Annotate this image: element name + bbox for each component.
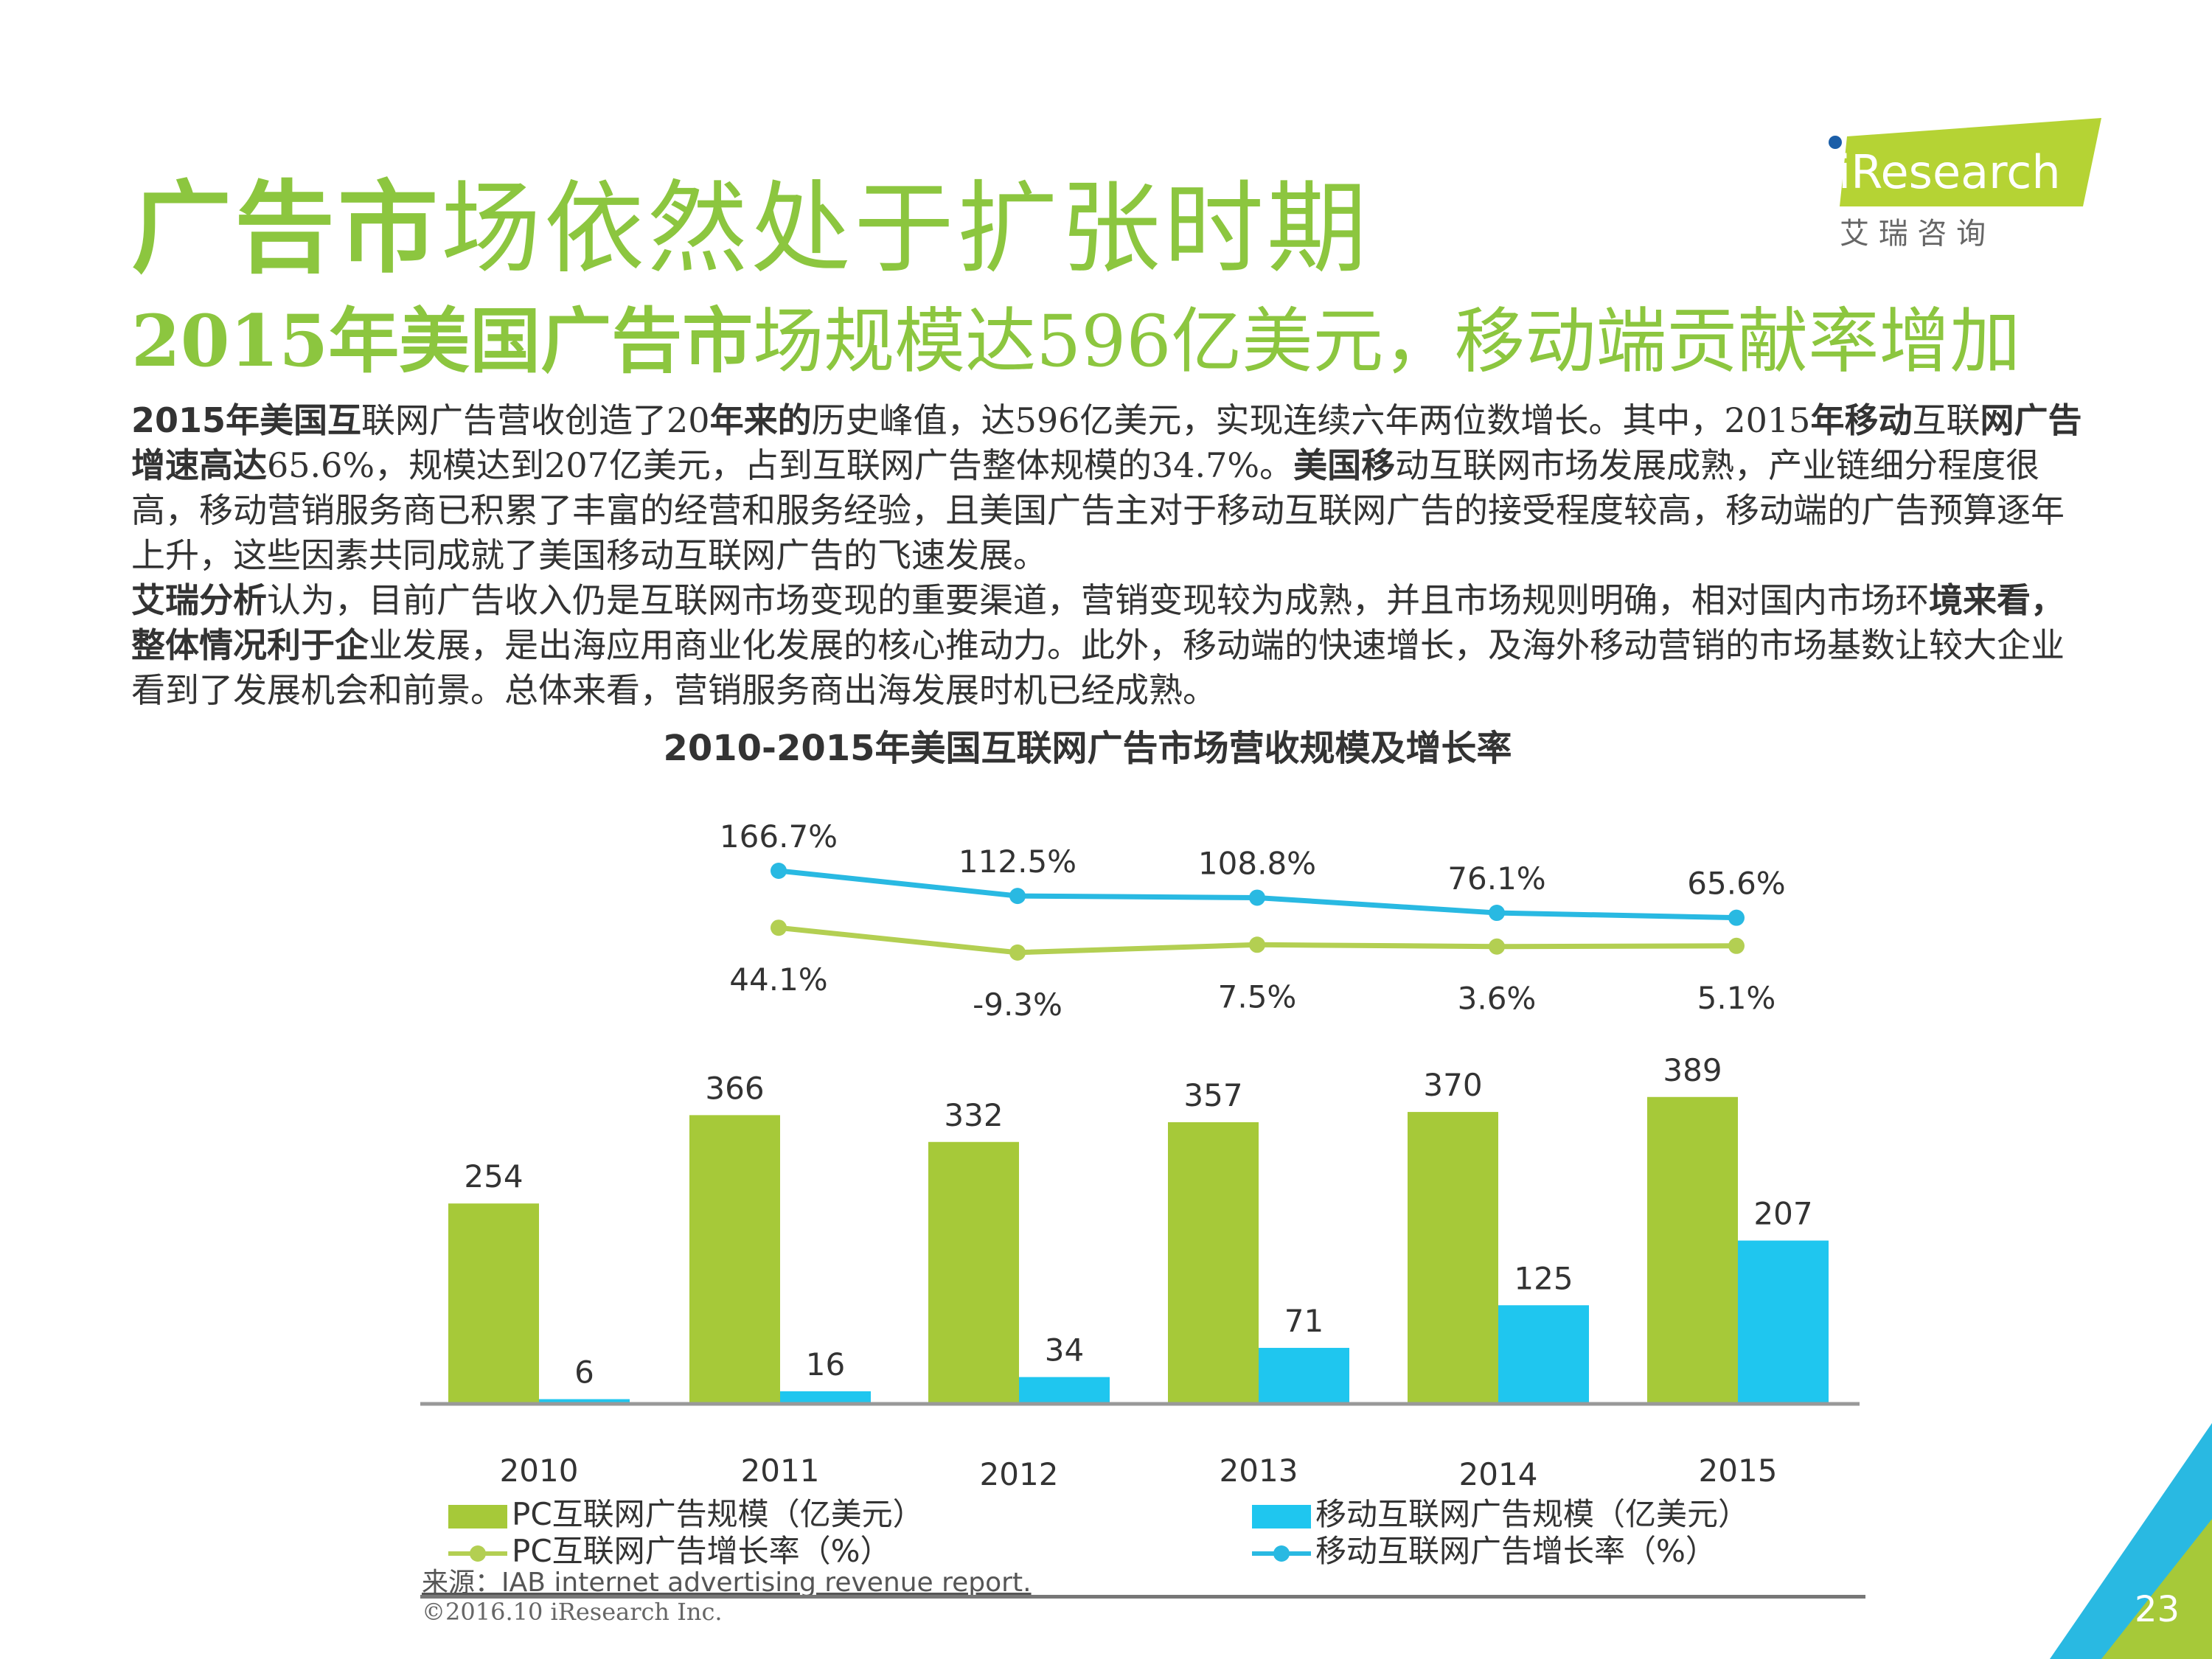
legend-label: 移动互联网广告增长率（%） <box>1315 1533 1717 1569</box>
growth-rate-label: 76.1% <box>1447 860 1545 897</box>
bar-value-label: 332 <box>944 1097 1003 1133</box>
page-title: 广告市场依然处于扩张时期 <box>131 147 1370 293</box>
x-tick-label: 2011 <box>741 1453 820 1489</box>
pc-growth-point <box>1249 936 1265 953</box>
body-bold-text: 2015年美国互 <box>131 400 362 440</box>
corner-decoration-green <box>2101 1519 2212 1659</box>
mobile-bar-2010 <box>539 1399 630 1404</box>
x-tick-label: 2015 <box>1699 1453 1778 1489</box>
bar-value-label: 207 <box>1753 1196 1812 1232</box>
mobile-growth-point <box>771 862 787 879</box>
svg-text:艾 瑞 咨 询: 艾 瑞 咨 询 <box>1840 217 1986 251</box>
footer-divider <box>420 1595 1865 1599</box>
bar-value-label: 366 <box>705 1070 764 1106</box>
body-bold-text: 美国移 <box>1293 445 1396 485</box>
body-text: 2015年美国互联网广告营收创造了20年来的历史峰值，达596亿美元，实现连续六… <box>131 398 2093 713</box>
growth-rate-label: 44.1% <box>729 961 827 998</box>
bar-value-label: 16 <box>806 1346 845 1382</box>
title-rest: 场依然处于扩张时期 <box>441 171 1370 288</box>
legend-line-marker-green <box>448 1545 507 1562</box>
x-tick-label: 2013 <box>1220 1453 1298 1489</box>
body-text-span: 联网广告营收创造了20 <box>361 400 710 440</box>
subtitle-bold: 2015年美国广告市 <box>131 299 754 383</box>
pc-bar-2015 <box>1647 1096 1738 1404</box>
body-text-span: 业发展，是出海应用商业化发展的核心推动力。此外，移动端的快速增长，及海外移动营销… <box>131 625 2065 710</box>
bar-value-label: 125 <box>1514 1260 1573 1296</box>
title-bold: 广告市 <box>131 171 441 288</box>
body-bold-text: 年来的 <box>709 400 812 440</box>
legend-label: PC互联网广告增长率（%） <box>512 1533 891 1569</box>
growth-rate-label: 112.5% <box>959 844 1077 880</box>
bar-value-label: 389 <box>1663 1052 1722 1088</box>
growth-rate-label: 166.7% <box>720 818 838 855</box>
body-text-span: 认为，目前广告收入仍是互联网市场变现的重要渠道，营销变现较为成熟，并且市场规则明… <box>267 580 1929 620</box>
paragraph-2: 艾瑞分析认为，目前广告收入仍是互联网市场变现的重要渠道，营销变现较为成熟，并且市… <box>131 578 2093 713</box>
legend-label: 移动互联网广告规模（亿美元） <box>1315 1496 1750 1532</box>
copyright: ©2016.10 iResearch Inc. <box>422 1598 723 1626</box>
legend-swatch-green <box>448 1504 507 1528</box>
growth-rate-label: 7.5% <box>1218 978 1297 1015</box>
pc-bar-2011 <box>689 1115 780 1404</box>
source-note: 来源：IAB internet advertising revenue repo… <box>422 1568 1032 1598</box>
mobile-growth-point <box>1249 889 1265 906</box>
bar-value-label: 370 <box>1423 1067 1482 1103</box>
legend-pc-bar: PC互联网广告规模（亿美元） <box>448 1489 924 1534</box>
x-tick-label: 2012 <box>980 1456 1059 1492</box>
legend-mobile-bar: 移动互联网广告规模（亿美元） <box>1252 1489 1749 1534</box>
x-tick-label: 2014 <box>1459 1456 1538 1492</box>
legend-pc-line: PC互联网广告增长率（%） <box>448 1526 891 1571</box>
legend-label: PC互联网广告规模（亿美元） <box>512 1496 924 1532</box>
pc-growth-point <box>1009 944 1026 961</box>
subtitle-rest: 场规模达596亿美元，移动端贡献率增加 <box>753 300 2021 383</box>
body-text-span: 动互联网市场发展成熟，产业链细分程度很高，移动营销服务商已积累了丰富的经营和服务… <box>131 445 2065 575</box>
pc-growth-point <box>1728 937 1745 954</box>
mobile-bar-2013 <box>1259 1348 1349 1404</box>
legend-swatch-blue <box>1252 1504 1311 1528</box>
growth-rate-label: 108.8% <box>1198 845 1316 881</box>
mobile-bar-2011 <box>780 1391 871 1404</box>
bar-value-label: 254 <box>464 1158 523 1194</box>
paragraph-1: 2015年美国互联网广告营收创造了20年来的历史峰值，达596亿美元，实现连续六… <box>131 398 2093 578</box>
svg-text:iResearch: iResearch <box>1838 145 2061 199</box>
bar-value-label: 6 <box>574 1354 594 1391</box>
mobile-growth-point <box>1728 909 1745 926</box>
pc-bar-2010 <box>448 1203 539 1404</box>
body-bold-text: 艾瑞分析 <box>131 580 267 620</box>
chart-title: 2010-2015年美国互联网广告市场营收规模及增长率 <box>663 728 1512 769</box>
body-text-span: 历史峰值，达596亿美元，实现连续六年两位数增长。其中，2015 <box>811 400 1811 440</box>
pc-bar-2013 <box>1168 1122 1259 1404</box>
body-text-span: 65.6%，规模达到207亿美元，占到互联网广告整体规模的34.7%。 <box>267 445 1294 485</box>
mobile-growth-point <box>1489 905 1505 922</box>
x-tick-label: 2010 <box>500 1453 579 1489</box>
iresearch-logo: iResearch 艾 瑞 咨 询 <box>1829 118 2101 251</box>
growth-rate-label: 5.1% <box>1697 980 1776 1016</box>
body-bold-text: 年移动 <box>1810 400 1913 440</box>
pc-bar-2012 <box>928 1141 1019 1404</box>
mobile-growth-point <box>1009 888 1026 905</box>
body-text-span: 互联 <box>1912 400 1980 440</box>
bar-value-label: 34 <box>1045 1332 1084 1368</box>
legend-line-marker-blue <box>1252 1545 1311 1562</box>
body-bold-text: 境来看，整体情况利于企 <box>131 580 2065 665</box>
page-subtitle: 2015年美国广告市场规模达596亿美元，移动端贡献率增加 <box>131 284 2020 386</box>
mobile-bar-2014 <box>1498 1305 1589 1404</box>
pc-growth-point <box>1489 938 1505 955</box>
mobile-bar-2015 <box>1738 1240 1829 1404</box>
pc-bar-2014 <box>1408 1112 1498 1404</box>
body-bold-text: 网广告增速高达 <box>131 400 2082 485</box>
pc-growth-point <box>771 919 787 936</box>
bar-value-label: 71 <box>1284 1303 1324 1339</box>
growth-rate-label: -9.3% <box>973 987 1062 1023</box>
mobile-bar-2012 <box>1019 1377 1110 1404</box>
legend-mobile-line: 移动互联网广告增长率（%） <box>1252 1526 1717 1571</box>
growth-rate-label: 65.6% <box>1687 866 1785 902</box>
growth-rate-label: 3.6% <box>1458 981 1537 1017</box>
page-number: 23 <box>2135 1589 2180 1630</box>
bar-value-label: 357 <box>1183 1077 1242 1113</box>
